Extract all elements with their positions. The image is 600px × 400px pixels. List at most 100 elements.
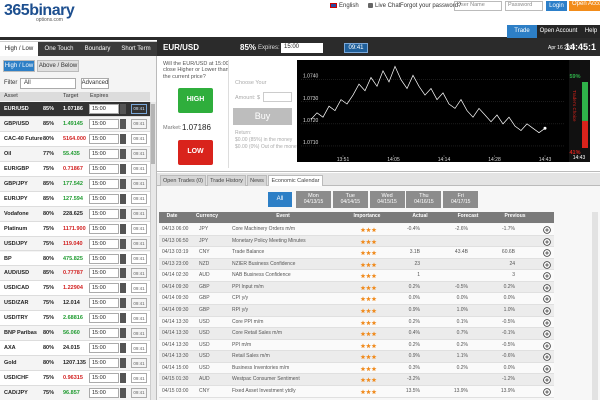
expiry-select[interactable]: 15:00 [89,298,119,309]
high-button[interactable]: HIGH [178,88,213,113]
expiry-select[interactable]: 15:00 [89,178,119,189]
live-chat[interactable]: Live Chat [375,3,401,9]
expand-icon[interactable] [543,376,551,385]
asset-row[interactable]: Vodafone 80% 228.625 15:00 09:41 [0,206,150,222]
day-button[interactable]: Mon 04/13/15 [296,191,331,208]
expiry-select[interactable]: 15:00 [89,133,119,144]
expiry-select[interactable]: 15:00 [89,253,119,264]
expand-icon[interactable] [543,284,551,292]
nav-item[interactable]: Trade [507,25,537,38]
asset-row[interactable]: CAD/JPY 75% 96.857 15:00 09:41 [0,386,150,400]
tabs-strip [157,173,600,186]
nav-item[interactable]: Help [580,25,600,38]
expiry-select[interactable]: 15:00 [89,388,119,399]
day-name: Mon [308,193,319,200]
asset-row[interactable]: BNP Paribas 80% 56.060 15:00 09:41 [0,326,150,342]
expiry-select[interactable]: 15:00 [89,104,119,114]
panel-tab[interactable]: Trade History [207,175,246,186]
asset-type-tab[interactable]: Short Term [115,41,157,56]
expand-icon[interactable] [543,272,551,281]
event-date: 04/14 09:30 [162,306,189,313]
sub-tab[interactable]: High / Low [3,60,35,72]
expiry-select[interactable]: 15:00 [89,268,119,279]
asset-row[interactable]: USD/ZAR 75% 12.014 15:00 09:41 [0,296,150,312]
advanced-button[interactable]: Advanced [81,78,109,89]
event-previous: -0.5% [501,341,515,348]
expiry-select[interactable]: 15:00 [89,118,119,129]
password-input[interactable]: Password [505,1,543,11]
expand-icon[interactable] [543,249,551,257]
sub-tab[interactable]: Above / Below [37,60,79,72]
asset-row[interactable]: EUR/JPY 85% 127.594 15:00 09:41 [0,191,150,207]
login-button[interactable]: Login [546,1,567,11]
expiry-select[interactable]: 15:00 [89,238,119,249]
asset-type-tab[interactable]: One Touch [38,41,80,56]
expiry-select[interactable]: 15:00 [89,283,119,294]
amount-input[interactable] [263,92,292,102]
panel-tab[interactable]: Economic Calendar [268,175,323,186]
username-input[interactable]: User Name [454,1,502,11]
nav-item[interactable]: Open Account [537,25,580,38]
expand-icon[interactable] [543,365,551,373]
expiry-select[interactable]: 15:00 [89,373,119,384]
asset-row[interactable]: USD/CAD 75% 1.22904 15:00 09:41 [0,281,150,297]
day-button[interactable]: Fri 04/17/15 [443,191,479,208]
asset-row[interactable]: Gold 80% 1207.135 15:00 09:41 [0,356,150,372]
importance-stars [360,227,377,233]
buy-button[interactable]: Buy [233,108,292,125]
panel-tab[interactable]: News [247,175,267,186]
expand-icon[interactable] [543,226,551,234]
event-name: NZIER Business Confidence [232,260,296,267]
expiry-select[interactable]: 15:00 [89,148,119,159]
expiry-select[interactable]: 15:00 [89,313,119,324]
asset-row[interactable]: GBP/USD 85% 1.49145 15:00 09:41 [0,116,150,132]
expand-icon[interactable] [543,388,551,396]
expiry-select[interactable]: 15:00 [89,163,119,174]
asset-row[interactable]: Oil 77% 55.435 15:00 09:41 [0,146,150,162]
asset-row[interactable]: AUD/USD 85% 0.77787 15:00 09:41 [0,266,150,282]
expiry-select[interactable]: 15:00 [89,358,119,369]
asset-row[interactable]: BP 80% 475.825 15:00 09:41 [0,251,150,267]
expiry-select[interactable]: 15:00 [89,343,119,354]
expand-icon[interactable] [543,341,551,350]
expand-icon[interactable] [543,353,551,362]
importance-star [366,238,371,244]
expiry-select[interactable]: 15:00 [89,193,119,204]
asset-row[interactable]: GBP/JPY 85% 177.542 15:00 09:41 [0,176,150,192]
importance-star [371,250,377,256]
language[interactable]: English [339,3,359,9]
asset-type-tab[interactable]: High / Low [0,41,38,56]
day-button[interactable]: Tue 04/14/15 [332,191,368,208]
expand-icon[interactable] [543,260,551,269]
filter-select[interactable]: All [20,78,76,89]
asset-row[interactable]: USD/TRY 75% 2.68816 15:00 09:41 [0,311,150,327]
asset-row[interactable]: EUR/USD 85% 1.07186 15:00 09:41 [0,102,150,117]
event-previous: -1.2% [501,376,515,383]
day-button[interactable]: Thu 04/16/15 [406,191,442,208]
expand-icon[interactable] [543,330,551,338]
asset-row[interactable]: USD/JPY 75% 119.040 15:00 09:41 [0,236,150,252]
asset-row[interactable]: Platinum 75% 1171.900 15:00 09:41 [0,221,150,237]
open-account-button[interactable]: Open Account [569,1,600,11]
expand-icon[interactable] [543,318,551,327]
forgot-link[interactable]: Forgot your password? [400,3,462,9]
all-days-button[interactable]: All [268,192,292,207]
expiry-select[interactable]: 15:00 [89,208,119,219]
calendar-row: 04/14 13:30 USD Core PPI m/m 0.2% 0.1% -0.5% [159,316,554,329]
expiry-select[interactable]: 15:00 [89,328,119,339]
asset-type-tab[interactable]: Boundary [80,41,115,56]
trade-expiry-select[interactable]: 15:00 [281,43,323,53]
day-button[interactable]: Wed 04/15/15 [369,191,405,208]
expiry-time: 09:41 [131,223,147,234]
asset-row[interactable]: CAC-40 Future 80% 5164.000 15:00 09:41 [0,131,150,147]
gauge-label: 41% [569,150,580,156]
asset-row[interactable]: USD/CHF 75% 0.96315 15:00 09:41 [0,371,150,387]
asset-row[interactable]: EUR/GBP 75% 0.71867 15:00 09:41 [0,161,150,177]
asset-row[interactable]: AXA 80% 24.015 15:00 09:41 [0,341,150,357]
expand-icon[interactable] [543,295,551,304]
expand-icon[interactable] [543,307,551,315]
panel-tab[interactable]: Open Trades (0) [160,175,206,186]
expiry-select[interactable]: 15:00 [89,223,119,234]
low-button[interactable]: LOW [178,140,213,165]
expand-icon[interactable] [543,237,551,246]
